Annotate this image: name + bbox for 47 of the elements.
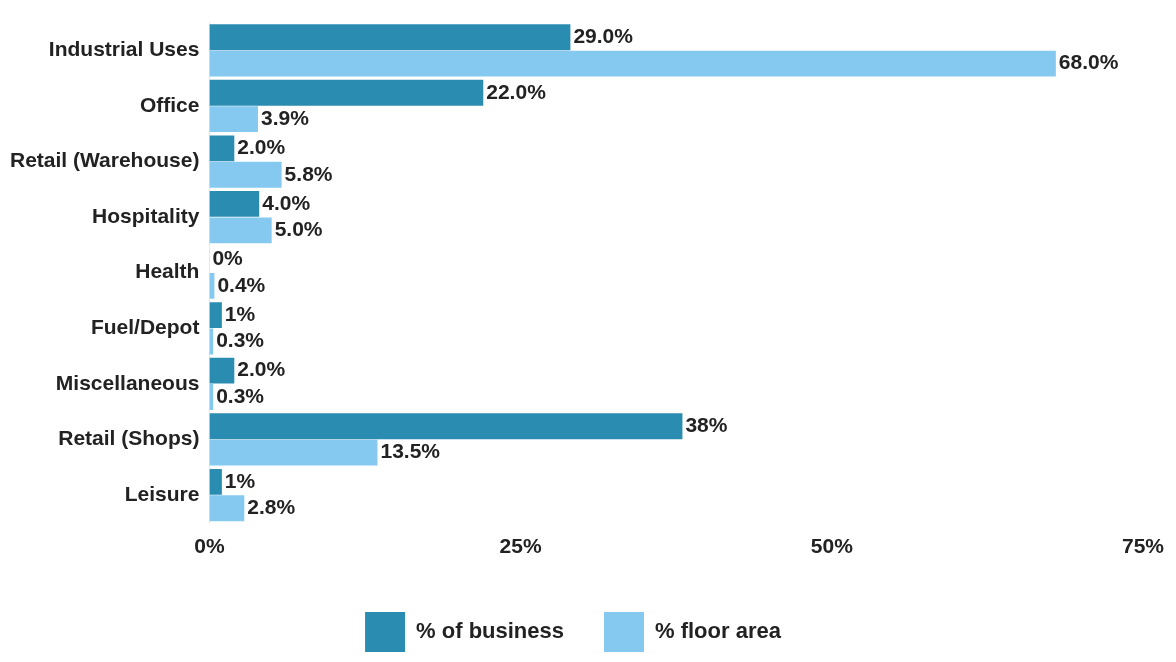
bar	[209, 79, 484, 106]
bar	[209, 106, 258, 133]
legend-label: % floor area	[654, 618, 782, 644]
data-label: 3.9%	[260, 105, 310, 129]
y-tick-label: Office	[139, 92, 200, 116]
data-label: 1%	[224, 468, 256, 492]
data-label: 2.0%	[237, 135, 286, 159]
x-tick-label: 0%	[194, 534, 225, 558]
data-label: 0.3%	[216, 328, 265, 352]
bar	[209, 495, 245, 522]
data-label: 0.4%	[217, 272, 266, 296]
bar	[209, 24, 571, 51]
bar	[209, 468, 222, 495]
y-tick-label: Leisure	[124, 481, 200, 505]
y-tick-label: Health	[135, 259, 200, 283]
legend-label: % of business	[416, 618, 564, 644]
bar	[209, 135, 235, 162]
bar	[209, 302, 222, 329]
bar	[209, 50, 1056, 77]
y-tick-label: Retail (Warehouse)	[10, 148, 200, 172]
data-label: 0%	[212, 246, 244, 270]
data-label: 22.0%	[486, 79, 547, 103]
data-label: 4.0%	[262, 190, 311, 214]
bar	[209, 439, 378, 466]
bar	[209, 161, 282, 188]
x-tick-label: 50%	[810, 534, 854, 558]
y-tick-label: Industrial Uses	[48, 37, 200, 61]
y-tick-label: Miscellaneous	[55, 370, 200, 394]
data-label: 13.5%	[380, 439, 441, 463]
bar	[209, 190, 260, 217]
data-label: 38%	[685, 413, 728, 437]
bar	[209, 357, 235, 384]
data-label: 5.8%	[284, 161, 333, 185]
bar	[209, 413, 683, 440]
y-tick-label: Fuel/Depot	[90, 315, 200, 339]
y-tick-label: Retail (Shops)	[58, 426, 200, 450]
data-label: 68.0%	[1058, 50, 1119, 74]
data-label: 2.0%	[237, 357, 286, 381]
y-tick-label: Hospitality	[92, 203, 200, 227]
data-label: 0.3%	[216, 383, 265, 407]
data-label: 29.0%	[573, 23, 634, 47]
data-label: 5.0%	[274, 217, 323, 241]
x-tick-label: 75%	[1121, 534, 1165, 558]
x-tick-label: 25%	[499, 534, 542, 558]
data-label: 1%	[224, 301, 256, 325]
data-label: 2.8%	[247, 495, 296, 519]
bar	[209, 217, 272, 244]
